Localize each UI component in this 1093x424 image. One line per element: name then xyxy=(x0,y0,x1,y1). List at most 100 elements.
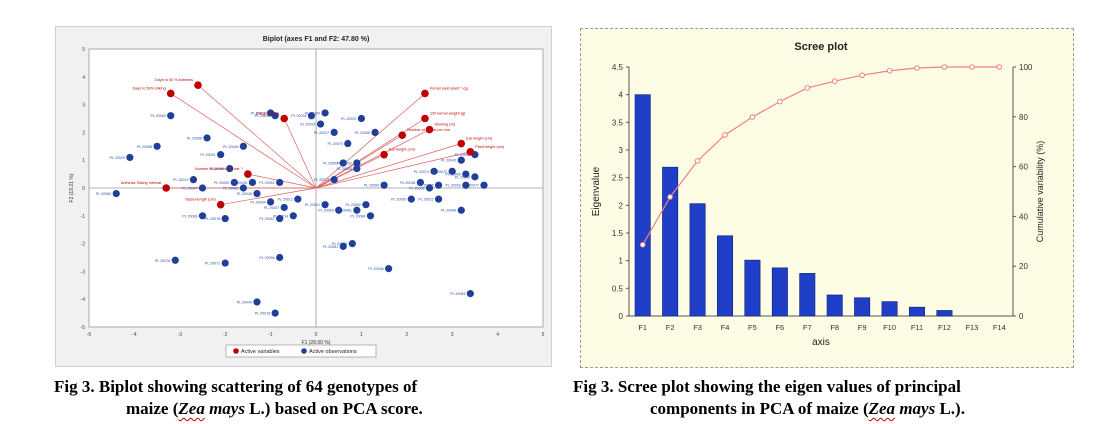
scree-x-tick-label: F9 xyxy=(858,323,867,332)
biplot-observation-label: PL 20054 xyxy=(337,167,352,171)
biplot-legend-box xyxy=(225,344,377,358)
biplot-observation-label: PL 20089 xyxy=(182,214,197,218)
biplot-x-tick-label: -1 xyxy=(268,332,273,338)
biplot-y-tick-label: 3 xyxy=(82,103,85,109)
biplot-observation-label: PL 20071 xyxy=(205,262,220,266)
scree-x-tick-label: F1 xyxy=(638,323,647,332)
biplot-observation-point xyxy=(462,170,470,178)
biplot-observation-label: PL 20002 xyxy=(323,161,338,165)
biplot-observation-label: PL 20052 xyxy=(337,161,352,165)
biplot-x-tick-label: 1 xyxy=(360,332,363,338)
scree-caption-line1: Fig 3. Scree plot showing the eigen valu… xyxy=(573,377,961,396)
biplot-observation-point xyxy=(217,151,225,159)
biplot-observation-point xyxy=(434,181,443,189)
biplot-variable-vector xyxy=(197,84,317,189)
biplot-observation-point xyxy=(330,128,338,136)
biplot-observation-point xyxy=(321,201,329,209)
scree-cumulative-point xyxy=(777,98,783,105)
biplot-y-tick-label: -1 xyxy=(81,214,86,220)
biplot-variable-point xyxy=(380,150,388,159)
biplot-variable-point xyxy=(421,114,429,123)
biplot-caption-post: L.) based on PCA score. xyxy=(244,399,423,418)
biplot-variable-point xyxy=(162,184,170,192)
biplot-observation-label: PL 20085 xyxy=(446,173,461,177)
biplot-variable-label: Shelling (%) xyxy=(435,123,456,127)
biplot-variable-label: 100 kernel weight (g) xyxy=(430,112,466,116)
scree-title: Scree plot xyxy=(794,41,848,53)
biplot-variable-label: Days to 50 % Anthesis xyxy=(155,78,193,82)
biplot-observation-point xyxy=(434,195,443,203)
biplot-observation-label: PL 20013 xyxy=(314,178,329,182)
biplot-observation-point xyxy=(198,184,207,192)
scree-x-axis-label: axis xyxy=(812,337,830,348)
scree-bar xyxy=(744,259,761,317)
scree-cumulative-point xyxy=(831,78,838,84)
biplot-title: Biplot (axes F1 and F2: 47.80 %) xyxy=(263,36,370,43)
biplot-variable-point xyxy=(421,89,429,98)
biplot-observation-point xyxy=(167,112,175,120)
biplot-observation-point xyxy=(221,259,229,267)
biplot-legend-label-observations: Active observations xyxy=(309,349,357,355)
biplot-variable-vector xyxy=(315,93,426,189)
scree-caption-pre: components in PCA of maize ( xyxy=(650,399,869,418)
biplot-observation-point xyxy=(226,164,234,173)
scree-x-tick-label: F5 xyxy=(748,323,757,332)
scree-y-tick-label: 2 xyxy=(619,201,624,210)
biplot-caption-genus: Zea xyxy=(178,399,205,418)
biplot-observation-point xyxy=(307,112,316,120)
biplot-variable-vector xyxy=(283,118,317,189)
biplot-variable-label: Days to 50% silking xyxy=(133,86,166,90)
biplot-observation-label: PL 20096 xyxy=(441,209,456,213)
scree-cumulative-point xyxy=(941,64,948,70)
scree-y-tick-label: 0 xyxy=(619,312,624,321)
scree-bar xyxy=(936,310,953,317)
biplot-y-tick-label: -5 xyxy=(81,325,86,331)
biplot-observation-point xyxy=(353,164,361,173)
biplot-observation-point xyxy=(471,173,479,181)
scree-y-tick-label: 2.5 xyxy=(612,174,624,183)
scree-caption-line2: components in PCA of maize (Zea mays L.)… xyxy=(573,398,1093,420)
scree-y-tick-label: 1 xyxy=(619,257,624,266)
scree-y2-axis-label: Cumulative variability (%) xyxy=(1035,141,1045,243)
biplot-observation-label: PL 20063 xyxy=(150,114,165,118)
biplot-variable-label: Ear length (cm) xyxy=(466,137,493,141)
biplot-observation-point xyxy=(416,178,425,187)
biplot-x-tick-label: 0 xyxy=(315,332,318,338)
scree-cumulative-point xyxy=(722,132,728,138)
biplot-observation-label: PL 20007 xyxy=(264,206,279,210)
biplot-observation-point xyxy=(371,128,379,136)
biplot-observation-label: PL 20056 xyxy=(355,131,370,135)
scree-x-tick-label: F4 xyxy=(721,323,730,332)
biplot-observation-label: PL 20012 xyxy=(278,198,293,202)
biplot-y-tick-label: 2 xyxy=(82,130,85,136)
biplot-variable-point xyxy=(244,170,252,178)
biplot-observation-point xyxy=(366,212,375,220)
biplot-variable-point xyxy=(466,148,475,156)
scree-cumulative-point xyxy=(996,64,1003,70)
biplot-observation-point xyxy=(276,253,284,262)
biplot-caption-line1: Fig 3. Biplot showing scattering of 64 g… xyxy=(54,377,418,396)
biplot-variable-label: Number of kernel per row xyxy=(407,128,450,132)
biplot-observation-label: PL 20032 xyxy=(300,123,315,127)
biplot-observation-label: PL 20072 xyxy=(432,170,447,174)
biplot-observation-label: PL 20034 xyxy=(291,114,306,118)
biplot-y-tick-label: 5 xyxy=(82,47,85,53)
scree-bar xyxy=(909,306,925,317)
biplot-variable-label: Ear height (cm) xyxy=(389,148,416,152)
biplot-y-tick-label: 1 xyxy=(82,158,85,164)
biplot-observation-point xyxy=(316,120,325,128)
biplot-observation-point xyxy=(171,256,179,264)
biplot-variable-point xyxy=(166,89,175,98)
biplot-variable-vector xyxy=(220,187,317,206)
biplot-observation-label: PL 20070 xyxy=(328,142,343,146)
scree-chart: Scree plot 0 0.5 1 1.5 2 2.5 3 3.5 4 4.5 0 20 40 60 80 1… xyxy=(591,41,1045,348)
scree-y2-tick-label: 40 xyxy=(1019,212,1028,221)
biplot-observation-label: PL 20090 xyxy=(214,181,229,185)
scree-x-tick-label: F10 xyxy=(883,323,896,332)
biplot-chart: Biplot (axes F1 and F2: 47.80 %) -5 -4 -3 -2… xyxy=(69,36,545,358)
biplot-observation-label: PL 20078 xyxy=(205,217,220,221)
biplot-observation-label: PL 20076 xyxy=(155,259,170,263)
biplot-observation-point xyxy=(239,184,247,192)
biplot-variable-label: Ear girth (cm) xyxy=(256,112,280,116)
biplot-observation-point xyxy=(253,298,261,306)
